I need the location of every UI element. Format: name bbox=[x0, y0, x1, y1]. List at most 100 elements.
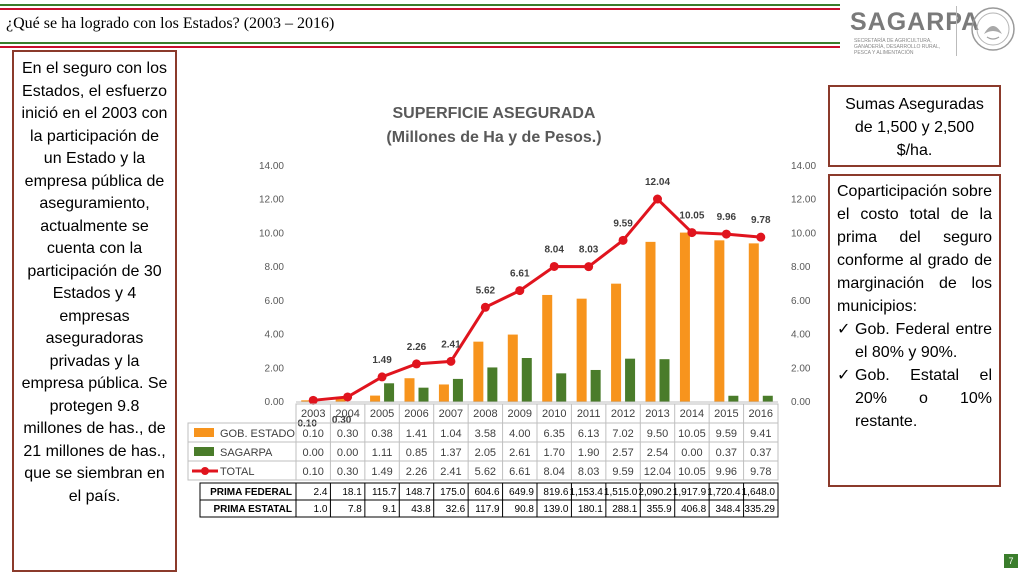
bar-gobestado bbox=[473, 341, 484, 402]
plot-area: 0.00 0.00 2.00 2.00 4.00 4.00 6.00 6.00 8.00 8.00… bbox=[259, 161, 816, 429]
bar-sagarpa bbox=[625, 358, 636, 402]
bar-sagarpa bbox=[556, 373, 567, 402]
bar-sagarpa bbox=[762, 395, 773, 402]
logo-name: SAGARPA bbox=[850, 8, 981, 36]
total-point bbox=[653, 194, 662, 204]
legend-swatch bbox=[194, 428, 214, 437]
prima-cell: 117.9 bbox=[475, 504, 500, 515]
bar-gobestado bbox=[335, 396, 346, 402]
x-category-label: 2008 bbox=[473, 408, 497, 420]
y-tick-label-left: 12.00 bbox=[259, 195, 284, 206]
bar-sagarpa bbox=[452, 378, 463, 402]
table-cell: 9.59 bbox=[716, 428, 737, 440]
prima-cell: 1,153.4 bbox=[569, 487, 603, 498]
page-title: ¿Qué se ha logrado con los Estados? (200… bbox=[6, 15, 335, 32]
coparticipacion-box: Coparticipación sobre el costo total de … bbox=[828, 174, 1001, 487]
total-point bbox=[377, 372, 387, 382]
total-data-label: 9.78 bbox=[751, 215, 771, 226]
y-tick-label-left: 14.00 bbox=[259, 161, 284, 172]
total-data-label: 12.04 bbox=[645, 177, 670, 188]
title-red-line bbox=[0, 46, 840, 48]
table-cell: 2.57 bbox=[612, 447, 633, 459]
x-category-label: 2003 bbox=[301, 408, 325, 420]
y-tick-label-left: 2.00 bbox=[265, 363, 285, 374]
total-point bbox=[446, 356, 456, 366]
total-point bbox=[618, 235, 628, 245]
prima-cell: 819.6 bbox=[543, 487, 568, 498]
table-cell: 1.11 bbox=[372, 447, 393, 459]
total-data-label: 1.49 bbox=[372, 355, 392, 366]
table-cell: 8.03 bbox=[578, 466, 599, 478]
total-data-label: 2.26 bbox=[407, 342, 427, 353]
total-data-label: 9.59 bbox=[613, 218, 633, 229]
chart-subtitle: (Millones de Ha y de Pesos.) bbox=[386, 129, 601, 146]
bar-gobestado bbox=[438, 384, 449, 402]
table-cell: 1.70 bbox=[544, 447, 565, 459]
total-point bbox=[515, 286, 525, 296]
total-point bbox=[480, 302, 490, 312]
x-category-label: 2016 bbox=[749, 408, 773, 420]
prima-cell: 406.8 bbox=[681, 504, 706, 515]
y-tick-label-left: 0.00 bbox=[265, 397, 285, 408]
table-cell: 9.96 bbox=[716, 466, 737, 478]
prima-cell: 32.6 bbox=[446, 504, 466, 515]
table-cell: 10.05 bbox=[678, 466, 706, 478]
table-cell: 1.04 bbox=[440, 428, 461, 440]
sagarpa-logo: SAGARPA SECRETARÍA DE AGRICULTURA, GANAD… bbox=[848, 6, 1020, 58]
total-point bbox=[343, 392, 353, 402]
prima-cell: 335.29 bbox=[744, 504, 775, 515]
y-tick-label-right: 8.00 bbox=[791, 262, 811, 273]
table-cell: 9.78 bbox=[750, 466, 771, 478]
bar-sagarpa bbox=[418, 387, 429, 402]
prima-cell: 1,648.0 bbox=[742, 487, 776, 498]
mexico-seal-icon bbox=[971, 7, 1015, 51]
chart-title: SUPERFICIE ASEGURADA bbox=[393, 105, 596, 122]
total-data-label: 0.30 bbox=[332, 415, 352, 426]
bar-gobestado bbox=[576, 298, 587, 402]
coparticipacion-list: ✓ Gob. Federal entre el 80% y 90%. ✓ Gob. … bbox=[837, 318, 992, 433]
bar-gobestado bbox=[404, 378, 415, 402]
total-point bbox=[687, 228, 697, 238]
bar-gobestado bbox=[542, 294, 553, 402]
prima-cell: 1,917.9 bbox=[673, 487, 707, 498]
prima-cell: 139.0 bbox=[543, 504, 568, 515]
table-cell: 1.41 bbox=[406, 428, 427, 440]
list-item: ✓ Gob. Estatal el 20% o 10% restante. bbox=[837, 364, 992, 433]
title-green-line bbox=[0, 42, 840, 44]
total-data-label: 2.41 bbox=[441, 339, 461, 350]
table-cell: 6.35 bbox=[544, 428, 565, 440]
x-category-label: 2012 bbox=[611, 408, 635, 420]
total-data-label: 5.62 bbox=[476, 285, 496, 296]
bar-sagarpa bbox=[590, 369, 601, 402]
prima-cell: 90.8 bbox=[515, 504, 535, 515]
table-cell: 5.62 bbox=[475, 466, 496, 478]
table-cell: 2.54 bbox=[647, 447, 668, 459]
table-cell: 0.10 bbox=[303, 428, 324, 440]
prima-cell: 43.8 bbox=[411, 504, 431, 515]
x-category-label: 2013 bbox=[645, 408, 669, 420]
table-cell: 0.37 bbox=[716, 447, 737, 459]
table-cell: 2.61 bbox=[509, 447, 530, 459]
y-tick-label-right: 12.00 bbox=[791, 195, 816, 206]
y-tick-label-right: 0.00 bbox=[791, 397, 811, 408]
data-table: 2003 2004 2005 2006 2007 2008 2009 2010 2011 2012… bbox=[187, 403, 779, 518]
bar-gobestado bbox=[714, 240, 725, 402]
bar-sagarpa bbox=[728, 395, 739, 402]
x-category-label: 2011 bbox=[577, 408, 601, 420]
x-category-label: 2015 bbox=[714, 408, 738, 420]
prima-cell: 355.9 bbox=[647, 504, 672, 515]
table-cell: 1.90 bbox=[578, 447, 599, 459]
total-data-label: 8.03 bbox=[579, 245, 599, 256]
bar-sagarpa bbox=[521, 358, 532, 402]
prima-cell: 2,090.2 bbox=[638, 487, 672, 498]
legend-series-name: SAGARPA bbox=[220, 447, 273, 459]
table-cell: 0.85 bbox=[406, 447, 427, 459]
x-category-label: 2014 bbox=[680, 408, 704, 420]
legend-swatch-point bbox=[201, 467, 209, 475]
total-point bbox=[308, 395, 318, 405]
bar-sagarpa bbox=[487, 367, 498, 402]
prima-row-label: PRIMA FEDERAL bbox=[210, 487, 292, 498]
y-tick-label-right: 6.00 bbox=[791, 296, 811, 307]
table-cell: 2.26 bbox=[406, 466, 427, 478]
